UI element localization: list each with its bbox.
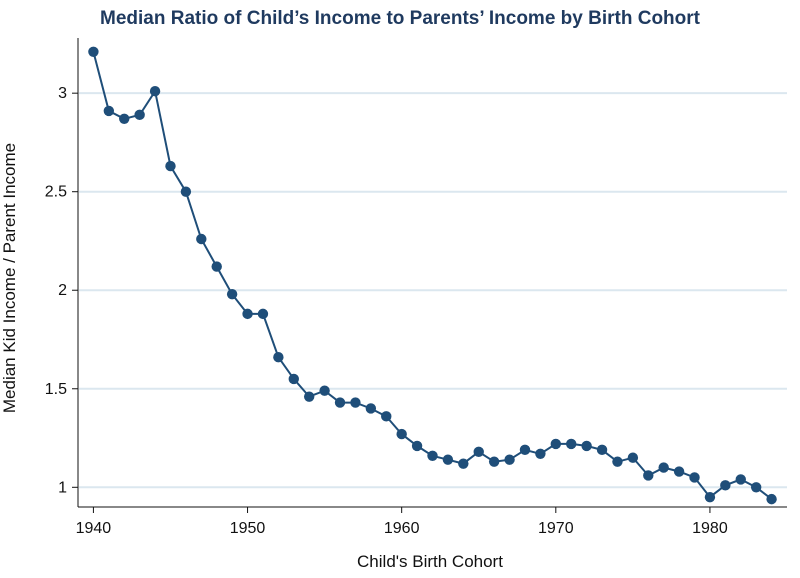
data-point: [334, 397, 346, 408]
data-point: [257, 308, 269, 320]
data-points: [88, 46, 777, 505]
data-point: [196, 233, 207, 245]
data-point: [704, 491, 716, 503]
data-point: [180, 186, 192, 197]
data-point: [504, 454, 515, 465]
data-point: [689, 472, 700, 483]
data-point: [149, 86, 161, 97]
y-axis-ticks: 1 1.5 2 2.5 3: [45, 85, 78, 496]
series-line: [92, 51, 773, 500]
data-point: [288, 373, 299, 385]
y-tick-label: 2.5: [45, 184, 67, 201]
data-point: [673, 466, 685, 477]
data-point: [766, 493, 777, 505]
x-axis-title: Child's Birth Cohort: [357, 552, 503, 571]
x-tick-label: 1980: [692, 520, 728, 537]
y-tick-label: 1: [58, 479, 67, 496]
data-point: [550, 438, 562, 450]
grid-lines: [79, 92, 787, 489]
data-point: [519, 444, 531, 456]
data-point: [535, 448, 546, 459]
x-tick-label: 1970: [538, 520, 574, 537]
data-point: [596, 444, 608, 456]
data-point: [226, 288, 238, 300]
data-point: [488, 456, 500, 467]
data-point: [273, 352, 284, 363]
chart-title: Median Ratio of Child’s Income to Parent…: [100, 8, 701, 29]
data-point: [319, 385, 330, 396]
data-point: [119, 113, 130, 124]
data-point: [473, 446, 484, 458]
data-point: [381, 411, 392, 422]
data-point: [427, 450, 438, 461]
data-point: [88, 46, 99, 57]
x-tick-label: 1950: [230, 520, 266, 537]
data-point: [627, 452, 639, 463]
data-point: [658, 462, 669, 473]
data-point: [566, 438, 577, 450]
data-point: [211, 261, 222, 272]
y-tick-label: 2: [58, 282, 67, 299]
data-point: [643, 470, 654, 481]
data-point: [612, 456, 623, 467]
data-point: [103, 105, 115, 117]
x-tick-label: 1940: [76, 520, 112, 537]
data-point: [735, 474, 746, 485]
y-tick-label: 3: [58, 85, 67, 102]
x-tick-label: 1960: [384, 520, 420, 537]
data-point: [442, 454, 454, 465]
data-point: [396, 428, 407, 440]
x-axis-ticks: 1940 1950 1960 1970 1980: [76, 507, 728, 537]
data-point: [303, 391, 315, 402]
data-point: [242, 308, 253, 320]
data-point: [411, 440, 423, 452]
data-point: [350, 397, 361, 408]
data-point: [165, 160, 176, 172]
y-axis-title: Median Kid Income / Parent Income: [0, 143, 19, 413]
data-point: [581, 440, 592, 452]
data-point: [458, 458, 469, 469]
data-point: [365, 403, 377, 414]
y-tick-label: 1.5: [45, 381, 67, 398]
data-point: [134, 109, 145, 121]
data-point: [750, 482, 762, 493]
data-point: [720, 480, 731, 491]
